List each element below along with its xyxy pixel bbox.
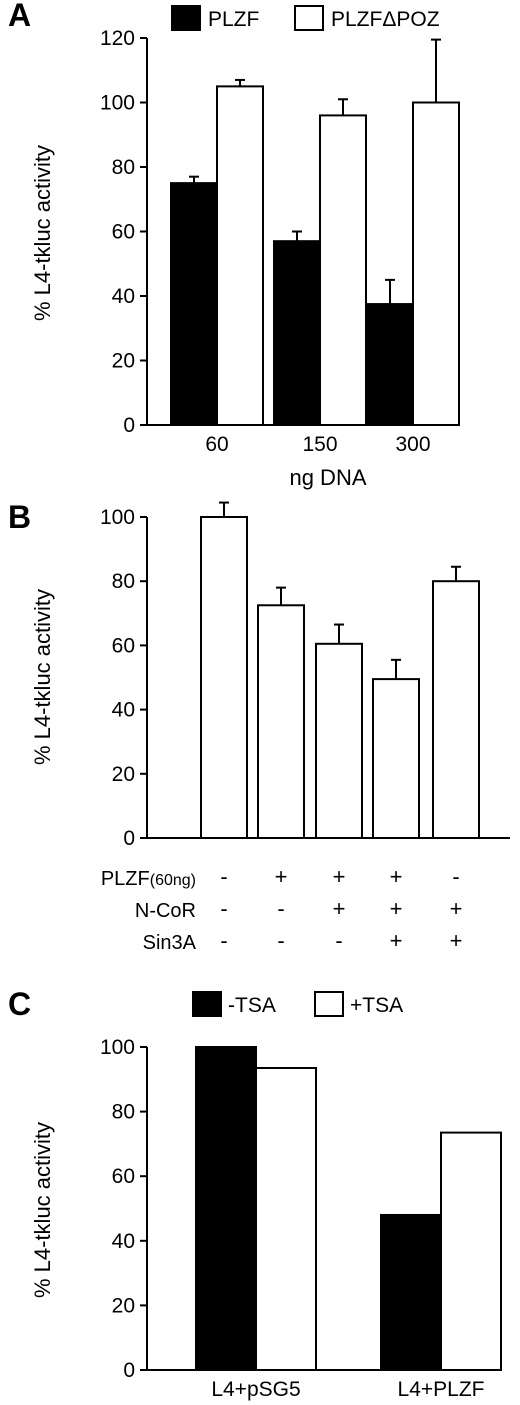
bar-b	[200, 516, 248, 839]
bar-b	[372, 678, 420, 839]
legend-c: -TSA +TSA	[192, 991, 403, 1017]
bar-a	[366, 303, 414, 426]
y-tick-label-c: 60	[112, 1165, 135, 1188]
x-tick-label-c: L4+pSG5	[211, 1378, 300, 1401]
panel-a: A PLZF PLZFΔPOZ % L4-tkluc activity 0 20 4…	[8, 0, 460, 490]
y-tick-label-c: 0	[123, 1359, 135, 1382]
condition-sign: +	[333, 864, 346, 889]
y-tick-label-c: 20	[112, 1294, 135, 1317]
bar-b	[257, 604, 305, 840]
y-axis-title-a: % L4-tkluc activity	[30, 145, 55, 321]
panel-a-letter: A	[8, 0, 31, 33]
condition-sign: -	[220, 864, 227, 889]
panel-b: B % L4-tkluc activity 0 20 40 60 80 100 PLZF(…	[8, 499, 510, 954]
y-tick-label-a: 100	[100, 92, 135, 115]
legend-a-swatch-plzf	[171, 5, 201, 31]
bar-c	[380, 1213, 442, 1371]
y-axis-title-c: % L4-tkluc activity	[30, 1122, 55, 1298]
y-tick-label-a: 60	[112, 221, 135, 244]
y-tick-label-a: 20	[112, 350, 135, 373]
y-tick-label-c: 100	[100, 1036, 135, 1059]
y-tick-label-b: 0	[123, 827, 135, 850]
legend-c-swatch-plus-tsa	[314, 991, 344, 1017]
bar-a	[319, 114, 367, 427]
bar-b	[315, 642, 363, 839]
x-axis-title-a: ng DNA	[289, 465, 366, 490]
condition-label-sin3a: Sin3A	[143, 932, 197, 954]
condition-sign: -	[452, 864, 459, 889]
plot-area-a: 0 20 40 60 80 100 120 60 150 300	[100, 27, 460, 456]
y-tick-label-b: 20	[112, 763, 135, 786]
x-tick-label-a: 150	[302, 433, 337, 456]
condition-signs: - + + + - - - + + + - - - + +	[220, 864, 462, 953]
x-tick-label-a: 300	[395, 433, 430, 456]
x-tick-label-c: L4+PLZF	[398, 1378, 485, 1401]
condition-sign: +	[275, 864, 288, 889]
condition-sign: +	[390, 896, 403, 921]
condition-table: PLZF(60ng) N-CoR Sin3A - + + + - - - + + + - - - + +	[101, 864, 463, 954]
panel-c: C -TSA +TSA % L4-tkluc activity 0 20 40 60 8…	[8, 986, 502, 1401]
condition-sign: +	[450, 928, 463, 953]
bar-a	[412, 101, 460, 426]
y-tick-label-b: 40	[112, 699, 135, 722]
legend-a-plzf-dpoz-label: PLZFΔPOZ	[331, 8, 440, 31]
bar-a	[273, 240, 321, 426]
bar-a	[170, 182, 218, 426]
y-tick-label-a: 40	[112, 285, 135, 308]
condition-sign: -	[335, 928, 342, 953]
condition-label-ncor: N-CoR	[135, 900, 196, 922]
condition-sign: +	[333, 896, 346, 921]
bar-c	[440, 1131, 502, 1371]
y-tick-label-a: 120	[100, 27, 135, 50]
bar-a	[216, 85, 264, 426]
legend-a: PLZF PLZFΔPOZ	[171, 5, 440, 31]
plot-area-b: 0 20 40 60 80 100	[100, 501, 510, 850]
legend-c-minus-tsa-label: -TSA	[228, 994, 276, 1017]
y-tick-label-a: 80	[112, 156, 135, 179]
condition-sign: -	[220, 928, 227, 953]
condition-label-plzf: PLZF(60ng)	[101, 868, 196, 890]
y-tick-label-b: 60	[112, 634, 135, 657]
y-tick-label-c: 40	[112, 1230, 135, 1253]
panel-c-letter: C	[8, 986, 31, 1022]
y-tick-label-b: 80	[112, 570, 135, 593]
plot-area-c: 0 20 40 60 80 100 L4+pSG5 L4+PLZF	[100, 1036, 502, 1401]
y-tick-label-c: 80	[112, 1101, 135, 1124]
condition-sign: +	[450, 896, 463, 921]
condition-sign: +	[390, 928, 403, 953]
panel-b-letter: B	[8, 499, 31, 535]
bar-c	[255, 1066, 317, 1371]
condition-sign: -	[277, 928, 284, 953]
y-tick-label-b: 100	[100, 506, 135, 529]
legend-a-swatch-plzf-dpoz	[294, 5, 324, 31]
condition-sign: +	[390, 864, 403, 889]
legend-c-plus-tsa-label: +TSA	[350, 994, 403, 1017]
bar-c	[195, 1046, 257, 1371]
x-tick-label-a: 60	[205, 433, 228, 456]
legend-c-swatch-minus-tsa	[192, 991, 222, 1017]
y-axis-title-b: % L4-tkluc activity	[30, 589, 55, 765]
condition-sign: -	[277, 896, 284, 921]
legend-a-plzf-label: PLZF	[208, 8, 259, 31]
y-tick-label-a: 0	[123, 414, 135, 437]
bar-b	[432, 580, 480, 839]
condition-sign: -	[220, 896, 227, 921]
